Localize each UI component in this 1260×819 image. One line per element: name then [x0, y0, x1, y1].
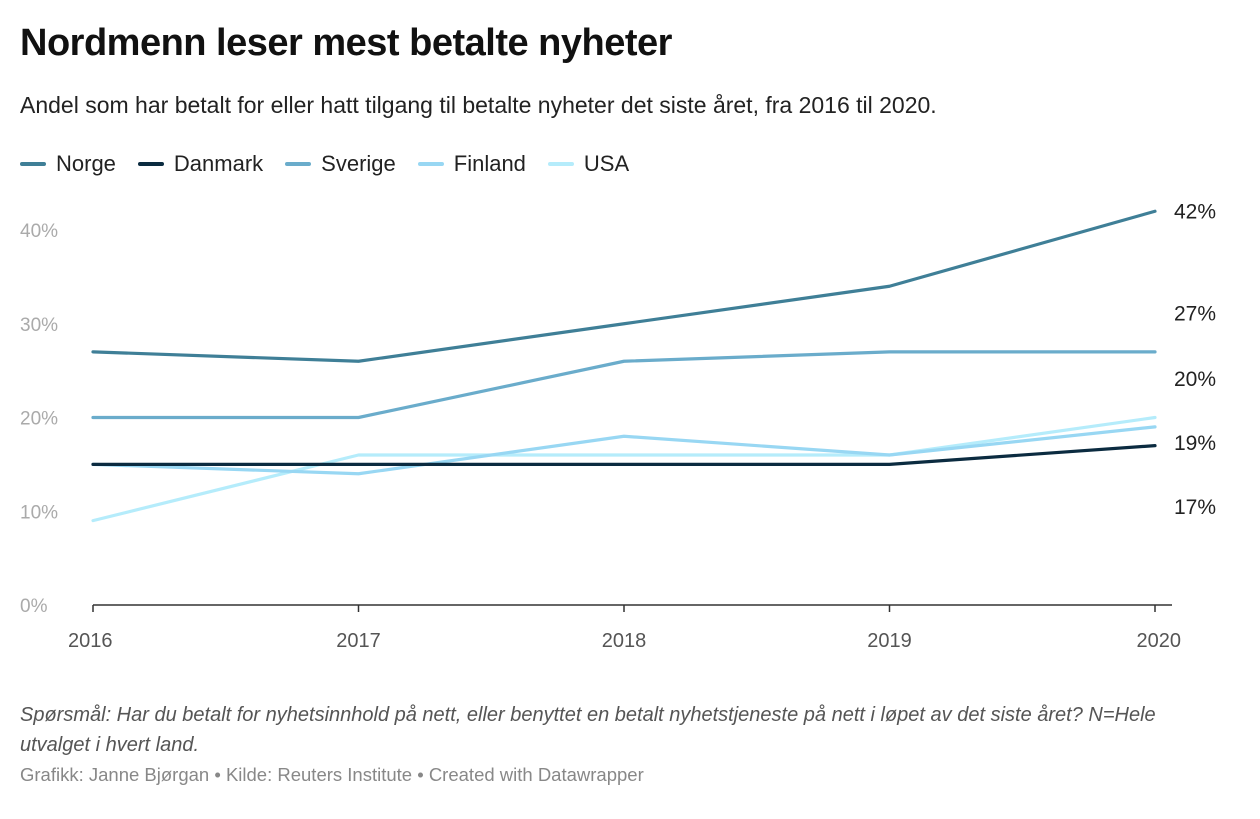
series-line-finland [91, 425, 1157, 476]
chart-byline: Grafikk: Janne Bjørgan • Kilde: Reuters … [20, 764, 644, 785]
end-label-sverige: 27% [1174, 302, 1216, 325]
chart-title: Nordmenn leser mest betalte nyheter [20, 22, 672, 64]
legend-label: Norge [56, 151, 116, 176]
y-tick-label: 10% [20, 502, 58, 523]
series-line-norge [91, 209, 1157, 363]
x-tick-label: 2016 [68, 630, 113, 652]
end-label-norge: 42% [1174, 200, 1216, 223]
end-label-finland: 19% [1174, 432, 1216, 455]
x-tick-label: 2017 [336, 630, 381, 652]
series-line-usa [91, 415, 1157, 523]
line-chart: 0% 10% 20% 30% 40% 2016 2017 2018 2019 2020 42% 27%… [20, 200, 1216, 652]
legend-swatch [417, 162, 444, 166]
legend: Norge Danmark Sverige Finland USA [20, 151, 651, 177]
y-tick-label: 40% [20, 221, 58, 242]
legend-label: Finland [453, 151, 526, 176]
legend-swatch [285, 162, 312, 166]
x-tick-label: 2020 [1137, 630, 1182, 652]
y-tick-label: 20% [20, 409, 58, 430]
y-tick-label: 30% [20, 315, 58, 336]
legend-item: Sverige [285, 151, 396, 177]
legend-label: USA [583, 151, 630, 176]
legend-swatch [137, 162, 164, 166]
legend-swatch [20, 162, 46, 166]
legend-label: Sverige [321, 151, 396, 176]
x-tick-label: 2018 [602, 630, 647, 652]
chart-subtitle: Andel som har betalt for eller hatt tilg… [20, 92, 937, 118]
legend-label: Danmark [173, 151, 264, 176]
legend-item: Norge [20, 151, 116, 177]
end-label-usa: 20% [1174, 368, 1216, 391]
legend-item: Danmark [137, 151, 264, 177]
end-label-danmark: 17% [1174, 496, 1216, 519]
legend-item: USA [547, 151, 630, 177]
legend-item: Finland [417, 151, 526, 177]
series-line-sverige [91, 350, 1157, 420]
y-tick-label: 0% [20, 596, 48, 617]
x-tick-label: 2019 [867, 630, 912, 652]
series-line-danmark [91, 444, 1157, 466]
chart-notes: Spørsmål: Har du betalt for nyhetsinnhol… [20, 704, 1156, 756]
legend-swatch [547, 162, 574, 166]
